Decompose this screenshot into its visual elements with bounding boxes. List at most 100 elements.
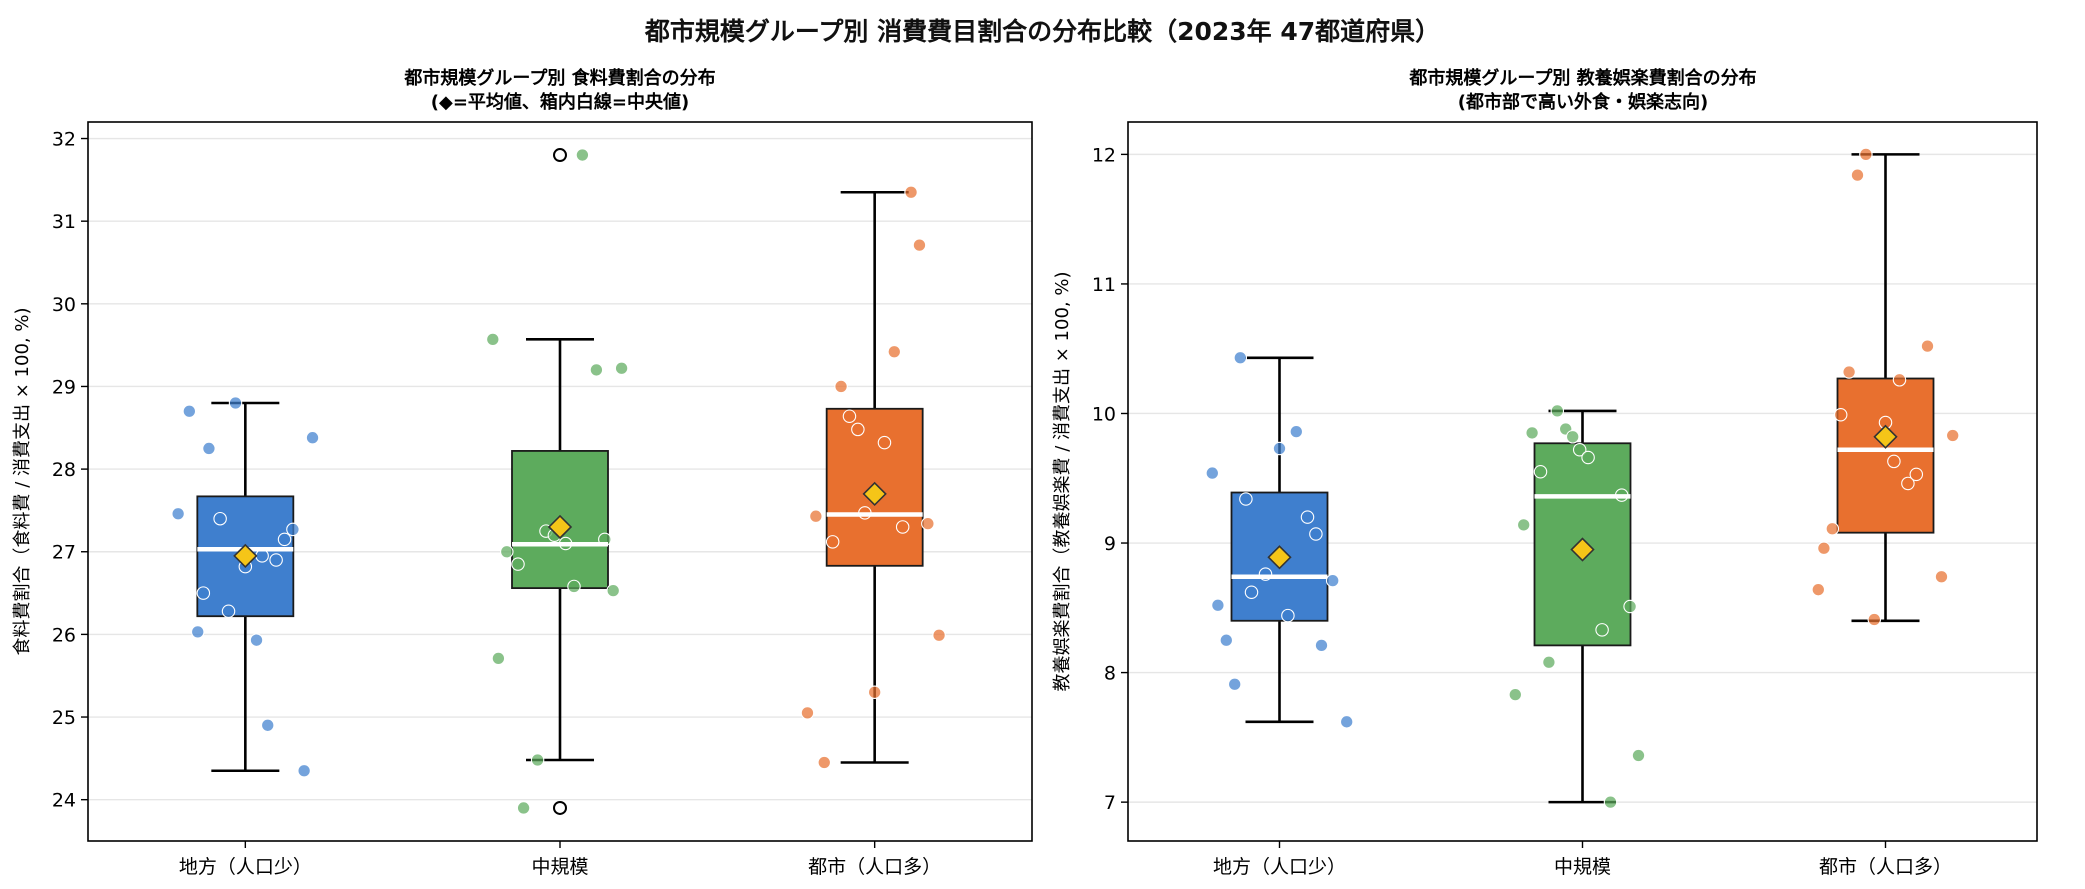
chart-title: 都市規模グループ別 教養娯楽費割合の分布: [1408, 67, 1756, 89]
data-point: [1309, 527, 1323, 541]
data-point: [171, 506, 185, 521]
data-point: [817, 755, 832, 770]
data-point: [1233, 351, 1248, 365]
data-point: [196, 586, 211, 600]
data-point: [1227, 677, 1242, 691]
mean-marker: [862, 481, 887, 507]
mean-marker: [547, 514, 573, 540]
data-point: [614, 361, 629, 376]
data-point: [511, 557, 525, 571]
x-tick-label: 都市（人口多）: [1819, 856, 1952, 878]
y-tick-label: 26: [52, 624, 76, 646]
outlier-marker: [553, 148, 567, 163]
data-point: [1811, 582, 1826, 597]
data-point: [1314, 638, 1329, 653]
data-point: [1920, 339, 1935, 353]
data-point: [1525, 426, 1539, 440]
chart-title: 都市規模グループ別 食料費割合の分布: [403, 67, 715, 89]
data-point: [877, 435, 892, 450]
data-point: [486, 332, 500, 347]
data-point: [277, 532, 292, 547]
box-group: [800, 185, 946, 770]
data-point: [904, 185, 918, 199]
y-axis-label: 教養娯楽費割合（教養娯楽費 / 消費支出 × 100, %): [1052, 272, 1073, 692]
data-point: [912, 238, 927, 252]
data-point: [1595, 623, 1609, 637]
data-point: [516, 801, 531, 815]
recreation-share-chart: 都市規模グループ別 教養娯楽費割合の分布(都市部で高い外食・娯楽志向) 7 8 9 10…: [1052, 67, 2038, 878]
data-point: [1887, 454, 1901, 469]
y-tick-label: 31: [52, 211, 76, 233]
data-point: [1211, 598, 1225, 612]
data-point: [202, 441, 216, 456]
food-share-chart: 都市規模グループ別 食料費割合の分布(◆=平均値、箱内白線=中央値) 24 25 26…: [12, 67, 1033, 878]
data-point: [1623, 599, 1637, 614]
data-point: [1516, 518, 1531, 532]
data-point: [500, 544, 514, 559]
y-tick-label: 24: [52, 790, 76, 812]
iqr-box: [1836, 377, 1935, 534]
data-point: [887, 344, 902, 359]
data-point: [297, 764, 311, 778]
data-point: [1281, 608, 1295, 623]
y-tick-label: 7: [1104, 792, 1116, 814]
y-tick-label: 8: [1104, 663, 1116, 685]
box-group: [1205, 351, 1354, 729]
data-point: [589, 363, 604, 377]
data-point: [932, 628, 946, 642]
data-point: [1581, 450, 1595, 465]
mean-marker: [1570, 537, 1595, 562]
data-point: [1289, 424, 1304, 439]
box-group: [1508, 404, 1646, 809]
data-point: [213, 511, 227, 526]
data-point: [1244, 585, 1259, 600]
data-point: [851, 422, 865, 437]
data-point: [1205, 466, 1220, 480]
y-tick-label: 32: [52, 129, 76, 151]
outlier-marker: [553, 800, 567, 815]
figure-title: 都市規模グループ別 消費費目割合の分布比較（2023年 47都道府県）: [644, 17, 1441, 46]
y-tick-label: 9: [1104, 533, 1116, 555]
data-point: [1219, 633, 1234, 647]
data-point: [867, 685, 882, 699]
data-point: [1833, 408, 1848, 422]
data-point: [606, 583, 620, 598]
data-point: [1239, 492, 1253, 506]
y-tick-label: 27: [52, 542, 76, 564]
data-point: [1565, 430, 1580, 444]
data-point: [190, 625, 205, 639]
data-point: [1550, 404, 1565, 418]
chart-subtitle: (都市部で高い外食・娯楽志向): [1458, 91, 1708, 113]
data-point: [1572, 443, 1587, 457]
box-group: [171, 396, 320, 778]
data-point: [1909, 467, 1924, 482]
data-point: [286, 522, 300, 537]
y-tick-label: 11: [1092, 274, 1116, 296]
data-point: [1850, 168, 1865, 182]
data-point: [1339, 715, 1354, 729]
data-point: [1859, 147, 1873, 162]
y-tick-label: 29: [52, 376, 76, 398]
box-group: [1811, 147, 1960, 627]
x-tick-label: 中規模: [1554, 856, 1611, 878]
data-point: [1945, 428, 1960, 443]
data-point: [1272, 441, 1287, 456]
box-group: [486, 148, 629, 815]
data-point: [825, 535, 840, 549]
data-point: [1300, 510, 1315, 524]
data-point: [260, 718, 275, 733]
data-point: [921, 516, 935, 531]
y-tick-label: 12: [1092, 144, 1116, 166]
mean-marker: [1873, 424, 1898, 449]
data-point: [1892, 373, 1907, 387]
data-point: [1542, 655, 1556, 669]
data-point: [221, 604, 236, 619]
data-point: [1901, 476, 1915, 491]
data-point: [530, 753, 545, 767]
data-point: [228, 396, 243, 410]
chart-subtitle: (◆=平均値、箱内白線=中央値): [431, 91, 689, 113]
data-point: [1842, 365, 1856, 379]
data-point: [575, 148, 590, 162]
data-point: [842, 409, 857, 423]
